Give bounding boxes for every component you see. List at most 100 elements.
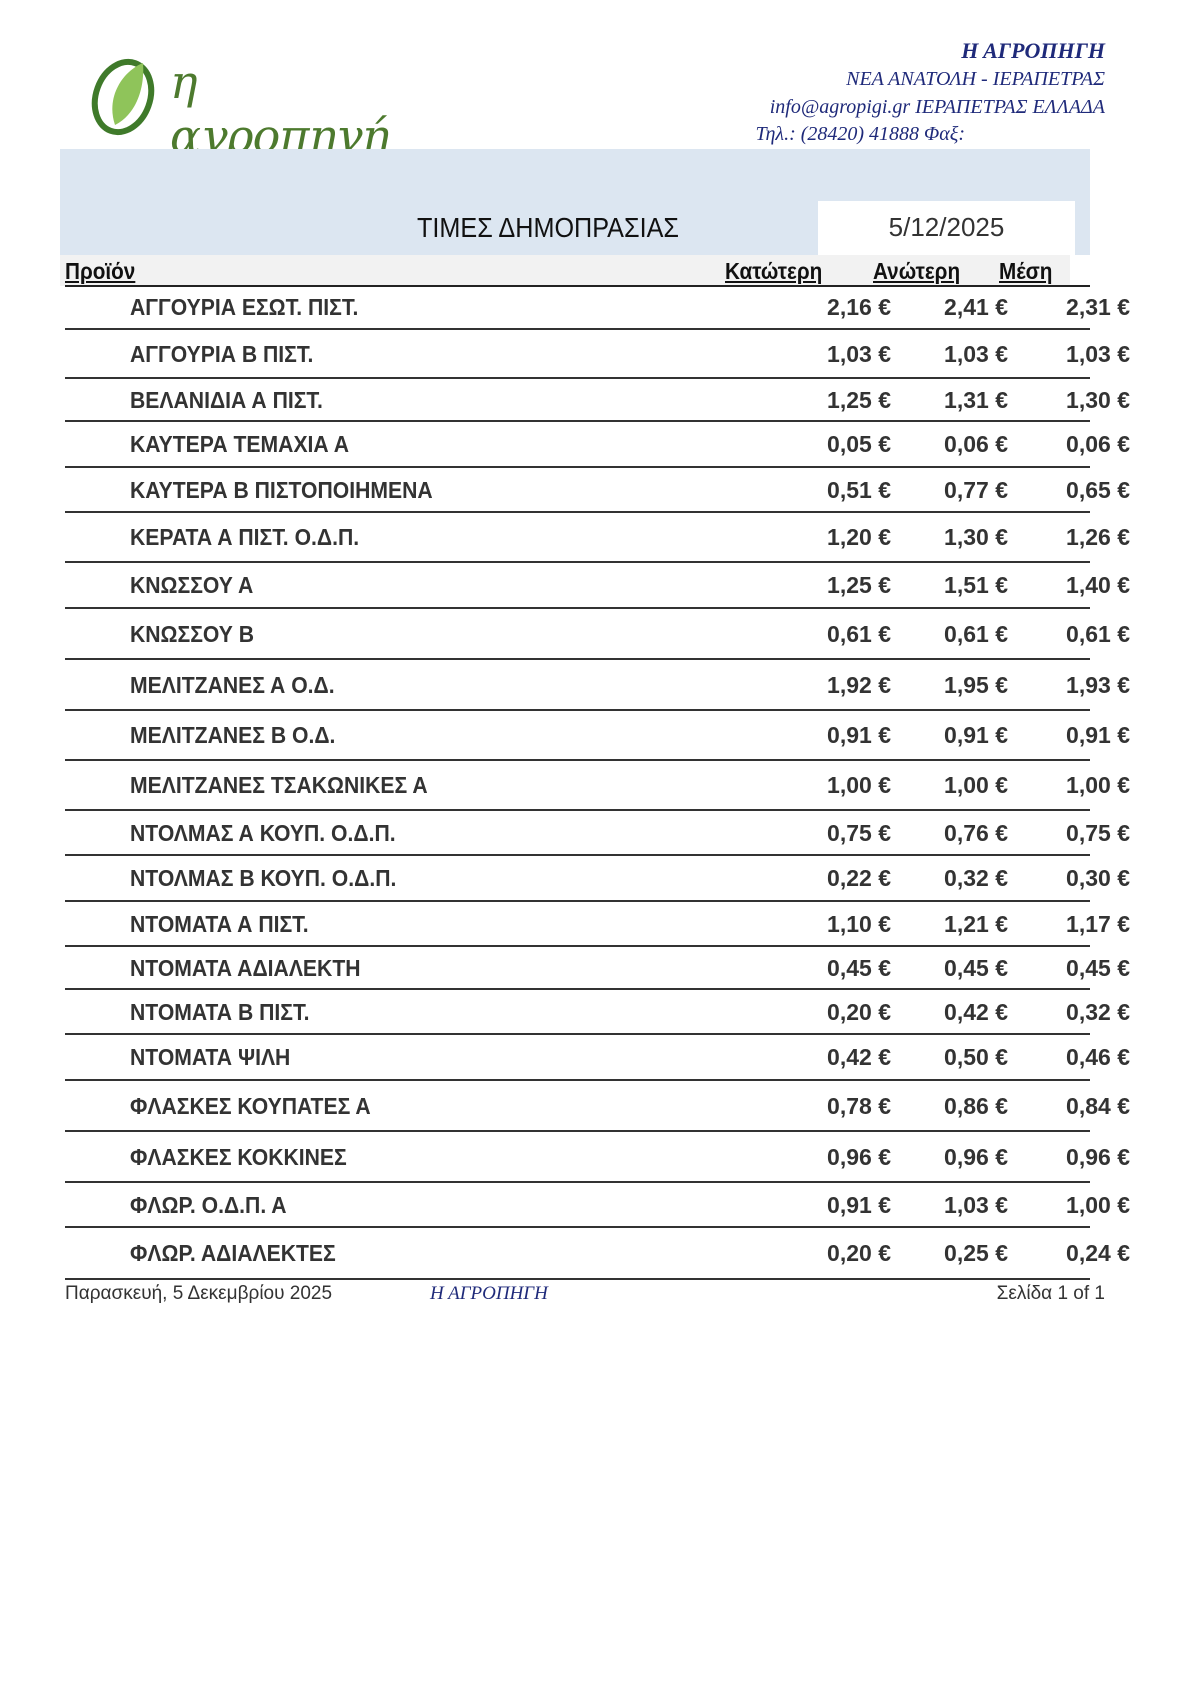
avg-price: 2,31 €	[1066, 294, 1130, 320]
header-divider	[65, 285, 1090, 287]
low-price: 1,92 €	[827, 672, 891, 698]
avg-price: 0,46 €	[1066, 1044, 1130, 1070]
high-price: 1,03 €	[944, 341, 1008, 367]
product-name: ΚΑΥΤΕΡΑ Β ΠΙΣΤΟΠΟΙΗΜΕΝΑ	[130, 477, 433, 503]
avg-price: 0,32 €	[1066, 999, 1130, 1025]
avg-price: 0,65 €	[1066, 477, 1130, 503]
company-logo: η αγροπηγή	[85, 45, 405, 163]
low-price: 0,22 €	[827, 865, 891, 891]
high-price: 0,76 €	[944, 820, 1008, 846]
high-price: 0,25 €	[944, 1240, 1008, 1266]
low-price: 1,20 €	[827, 524, 891, 550]
avg-price: 1,26 €	[1066, 524, 1130, 550]
product-name: ΑΓΓΟΥΡΙΑ ΕΣΩΤ. ΠΙΣΤ.	[130, 294, 359, 320]
table-row: ΝΤΟΜΑΤΑ ΑΔΙΑΛΕΚΤΗ 0,45 € 0,45 € 0,45 €	[65, 947, 1130, 990]
product-name: ΝΤΟΛΜΑΣ Α ΚΟΥΠ. Ο.Δ.Π.	[130, 820, 396, 846]
auction-date: 5/12/2025	[888, 212, 1005, 242]
table-row: ΚΑΥΤΕΡΑ Β ΠΙΣΤΟΠΟΙΗΜΕΝΑ 0,51 € 0,77 € 0,65 …	[65, 468, 1130, 513]
low-price: 1,25 €	[827, 387, 891, 413]
low-price: 0,61 €	[827, 621, 891, 647]
high-price: 1,95 €	[944, 672, 1008, 698]
table-row: ΚΝΩΣΣΟΥ Α 1,25 € 1,51 € 1,40 €	[65, 563, 1130, 609]
low-price: 0,05 €	[827, 431, 891, 457]
avg-price: 0,75 €	[1066, 820, 1130, 846]
product-name: ΚΕΡΑΤΑ Α ΠΙΣΤ. Ο.Δ.Π.	[130, 524, 360, 550]
table-row: ΦΛΩΡ. Ο.Δ.Π. Α 0,91 € 1,03 € 1,00 €	[65, 1183, 1130, 1228]
product-name: ΝΤΟΛΜΑΣ Β ΚΟΥΠ. Ο.Δ.Π.	[130, 865, 397, 891]
company-phone: Τηλ.: (28420) 41888 Φαξ:	[755, 123, 965, 145]
high-price: 0,96 €	[944, 1144, 1008, 1170]
avg-price: 1,00 €	[1066, 772, 1130, 798]
low-price: 0,78 €	[827, 1093, 891, 1119]
product-name: ΝΤΟΜΑΤΑ Β ΠΙΣΤ.	[130, 999, 310, 1025]
avg-price: 0,24 €	[1066, 1240, 1130, 1266]
high-price: 0,77 €	[944, 477, 1008, 503]
high-price: 1,21 €	[944, 911, 1008, 937]
high-price: 1,31 €	[944, 387, 1008, 413]
low-price: 0,91 €	[827, 722, 891, 748]
avg-price: 0,96 €	[1066, 1144, 1130, 1170]
leaf-icon	[91, 58, 155, 136]
page-title: ΤΙΜΕΣ ΔΗΜΟΠΡΑΣΙΑΣ	[417, 212, 679, 243]
high-price: 0,86 €	[944, 1093, 1008, 1119]
table-row: ΦΛΑΣΚΕΣ ΚΟΚΚΙΝΕΣ 0,96 € 0,96 € 0,96 €	[65, 1132, 1130, 1183]
product-name: ΝΤΟΜΑΤΑ ΨΙΛΗ	[130, 1044, 291, 1070]
table-row: ΝΤΟΜΑΤΑ Β ΠΙΣΤ. 0,20 € 0,42 € 0,32 €	[65, 990, 1130, 1035]
table-row: ΑΓΓΟΥΡΙΑ ΕΣΩΤ. ΠΙΣΤ. 2,16 € 2,41 € 2,31 €	[65, 286, 1130, 330]
high-price: 0,42 €	[944, 999, 1008, 1025]
column-header-low: Κατώτερη	[725, 258, 823, 284]
product-name: ΦΛΩΡ. ΑΔΙΑΛΕΚΤΕΣ	[130, 1240, 336, 1266]
low-price: 0,45 €	[827, 955, 891, 981]
avg-price: 1,40 €	[1066, 572, 1130, 598]
high-price: 1,00 €	[944, 772, 1008, 798]
product-name: ΜΕΛΙΤΖΑΝΕΣ ΤΣΑΚΩΝΙΚΕΣ Α	[130, 772, 428, 798]
avg-price: 0,30 €	[1066, 865, 1130, 891]
column-header-high: Ανώτερη	[873, 258, 961, 284]
table-row: ΚΑΥΤΕΡΑ ΤΕΜΑΧΙΑ Α 0,05 € 0,06 € 0,06 €	[65, 422, 1130, 468]
avg-price: 1,93 €	[1066, 672, 1130, 698]
avg-price: 0,91 €	[1066, 722, 1130, 748]
product-name: ΦΛΩΡ. Ο.Δ.Π. Α	[130, 1192, 287, 1218]
company-name: Η ΑΓΡΟΠΗΓΗ	[961, 38, 1105, 63]
avg-price: 0,45 €	[1066, 955, 1130, 981]
high-price: 0,45 €	[944, 955, 1008, 981]
low-price: 1,10 €	[827, 911, 891, 937]
low-price: 0,20 €	[827, 1240, 891, 1266]
table-row: ΜΕΛΙΤΖΑΝΕΣ Α Ο.Δ. 1,92 € 1,95 € 1,93 €	[65, 660, 1130, 711]
product-name: ΑΓΓΟΥΡΙΑ Β ΠΙΣΤ.	[130, 341, 314, 367]
table-row: ΝΤΟΛΜΑΣ Α ΚΟΥΠ. Ο.Δ.Π. 0,75 € 0,76 € 0,75 €	[65, 811, 1130, 856]
product-name: ΚΝΩΣΣΟΥ Β	[130, 621, 255, 647]
high-price: 0,91 €	[944, 722, 1008, 748]
avg-price: 1,03 €	[1066, 341, 1130, 367]
table-row: ΜΕΛΙΤΖΑΝΕΣ Β Ο.Δ. 0,91 € 0,91 € 0,91 €	[65, 711, 1130, 761]
footer-date: Παρασκευή, 5 Δεκεμβρίου 2025	[65, 1283, 333, 1304]
low-price: 0,96 €	[827, 1144, 891, 1170]
date-box	[818, 201, 1075, 255]
column-header-avg: Μέση	[999, 258, 1053, 284]
high-price: 0,50 €	[944, 1044, 1008, 1070]
high-price: 2,41 €	[944, 294, 1008, 320]
low-price: 2,16 €	[827, 294, 891, 320]
avg-price: 1,17 €	[1066, 911, 1130, 937]
table-row: ΑΓΓΟΥΡΙΑ Β ΠΙΣΤ. 1,03 € 1,03 € 1,03 €	[65, 330, 1130, 379]
low-price: 0,20 €	[827, 999, 891, 1025]
high-price: 1,30 €	[944, 524, 1008, 550]
avg-price: 0,06 €	[1066, 431, 1130, 457]
logo-text: η αγροπηγή	[170, 55, 389, 163]
avg-price: 0,61 €	[1066, 621, 1130, 647]
high-price: 1,03 €	[944, 1192, 1008, 1218]
product-name: ΚΝΩΣΣΟΥ Α	[130, 572, 254, 598]
low-price: 0,42 €	[827, 1044, 891, 1070]
avg-price: 0,84 €	[1066, 1093, 1130, 1119]
avg-price: 1,30 €	[1066, 387, 1130, 413]
company-address: ΝΕΑ ΑΝΑΤΟΛΗ - ΙΕΡΑΠΕΤΡΑΣ	[846, 68, 1105, 90]
footer-page-number: Σελίδα 1 of 1	[996, 1283, 1105, 1304]
high-price: 0,32 €	[944, 865, 1008, 891]
product-name: ΝΤΟΜΑΤΑ Α ΠΙΣΤ.	[130, 911, 309, 937]
product-name: ΒΕΛΑΝΙΔΙΑ Α ΠΙΣΤ.	[130, 387, 323, 413]
product-name: ΝΤΟΜΑΤΑ ΑΔΙΑΛΕΚΤΗ	[130, 955, 361, 981]
low-price: 1,00 €	[827, 772, 891, 798]
high-price: 0,61 €	[944, 621, 1008, 647]
table-row: ΚΝΩΣΣΟΥ Β 0,61 € 0,61 € 0,61 €	[65, 609, 1130, 660]
